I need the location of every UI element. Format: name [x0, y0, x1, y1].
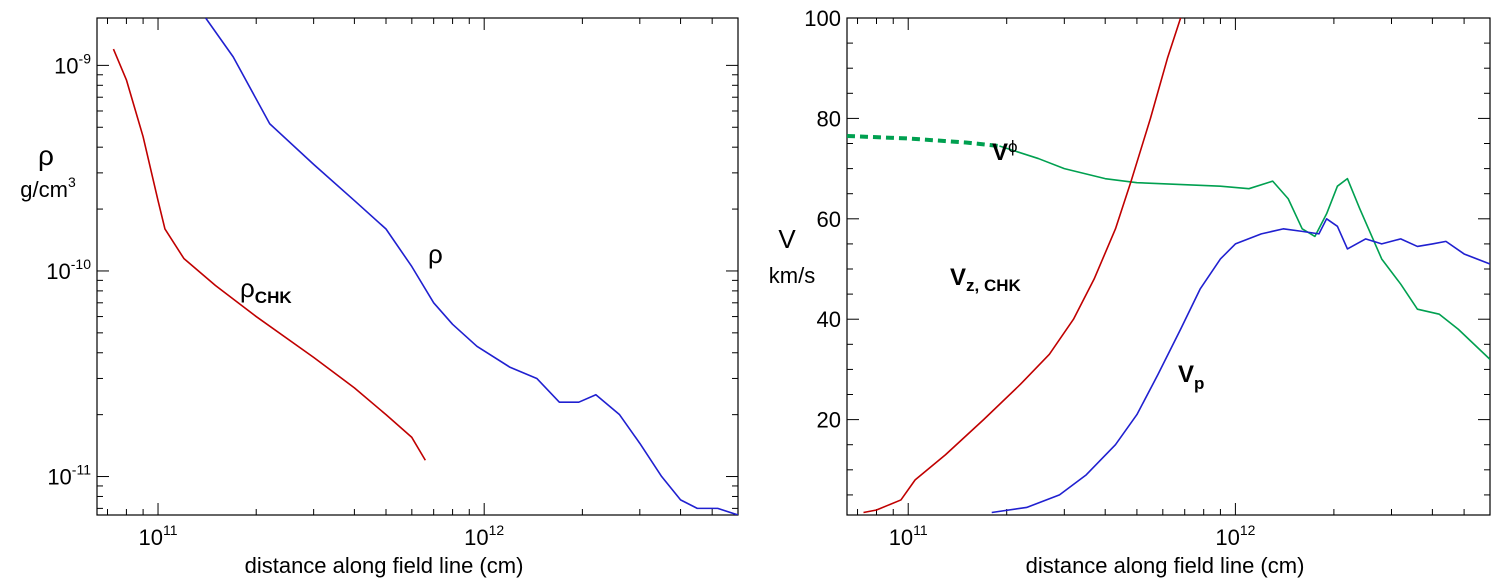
density-panel: 1011 1012 10-9 10-10 10-11 distance along fi… [20, 17, 739, 578]
rho-chk-series-label: ρCHK [240, 273, 292, 307]
v-phi-series-label: Vϕ [992, 137, 1018, 166]
density-x-axis-label: distance along field line (cm) [245, 553, 524, 578]
rho_chk-line [112, 48, 427, 461]
density-x-tick-label: 1011 [139, 522, 178, 550]
density-series [112, 18, 738, 515]
density-tick-labels: 1011 1012 10-9 10-10 10-11 [46, 50, 504, 550]
velocity-series [847, 18, 1490, 514]
v_z_chk-line [863, 18, 1182, 514]
velocity-y-tick-label: 80 [817, 106, 841, 131]
velocity-y-tick-label: 60 [817, 207, 841, 232]
v-z-chk-series-label: Vz, CHK [950, 264, 1022, 295]
density-ticks [97, 18, 739, 515]
density-plot-frame [96, 17, 739, 516]
velocity-panel: 1011 1012 20 40 60 80 100 distance along field… [769, 6, 1491, 578]
density-y-tick-label: 10-9 [54, 50, 91, 78]
v_phi-dashed-line [847, 133, 1000, 149]
velocity-x-axis-label: distance along field line (cm) [1026, 553, 1305, 578]
velocity-y-axis-unit: km/s [769, 263, 815, 288]
density-y-axis-label: ρ [38, 140, 54, 171]
density-y-tick-label: 10-10 [46, 256, 91, 284]
velocity-y-tick-label: 20 [817, 408, 841, 433]
velocity-y-tick-label: 40 [817, 307, 841, 332]
rho-series-label: ρ [428, 239, 443, 269]
density-x-tick-label: 1012 [464, 522, 504, 550]
density-y-tick-label: 10-11 [47, 462, 91, 490]
velocity-x-tick-label: 1012 [1215, 522, 1255, 550]
v-p-series-label: Vp [1178, 361, 1204, 393]
velocity-plot-frame [846, 17, 1491, 516]
density-y-axis-unit: g/cm3 [20, 174, 76, 202]
v_p-line [991, 218, 1490, 514]
velocity-tick-labels: 1011 1012 20 40 60 80 100 [804, 6, 1255, 550]
velocity-y-axis-label: V [778, 224, 796, 254]
rho-line [205, 18, 738, 515]
v_phi-line [999, 145, 1490, 360]
velocity-y-tick-label: 100 [804, 6, 841, 31]
velocity-ticks [847, 17, 1491, 515]
velocity-x-tick-label: 1011 [889, 522, 928, 550]
